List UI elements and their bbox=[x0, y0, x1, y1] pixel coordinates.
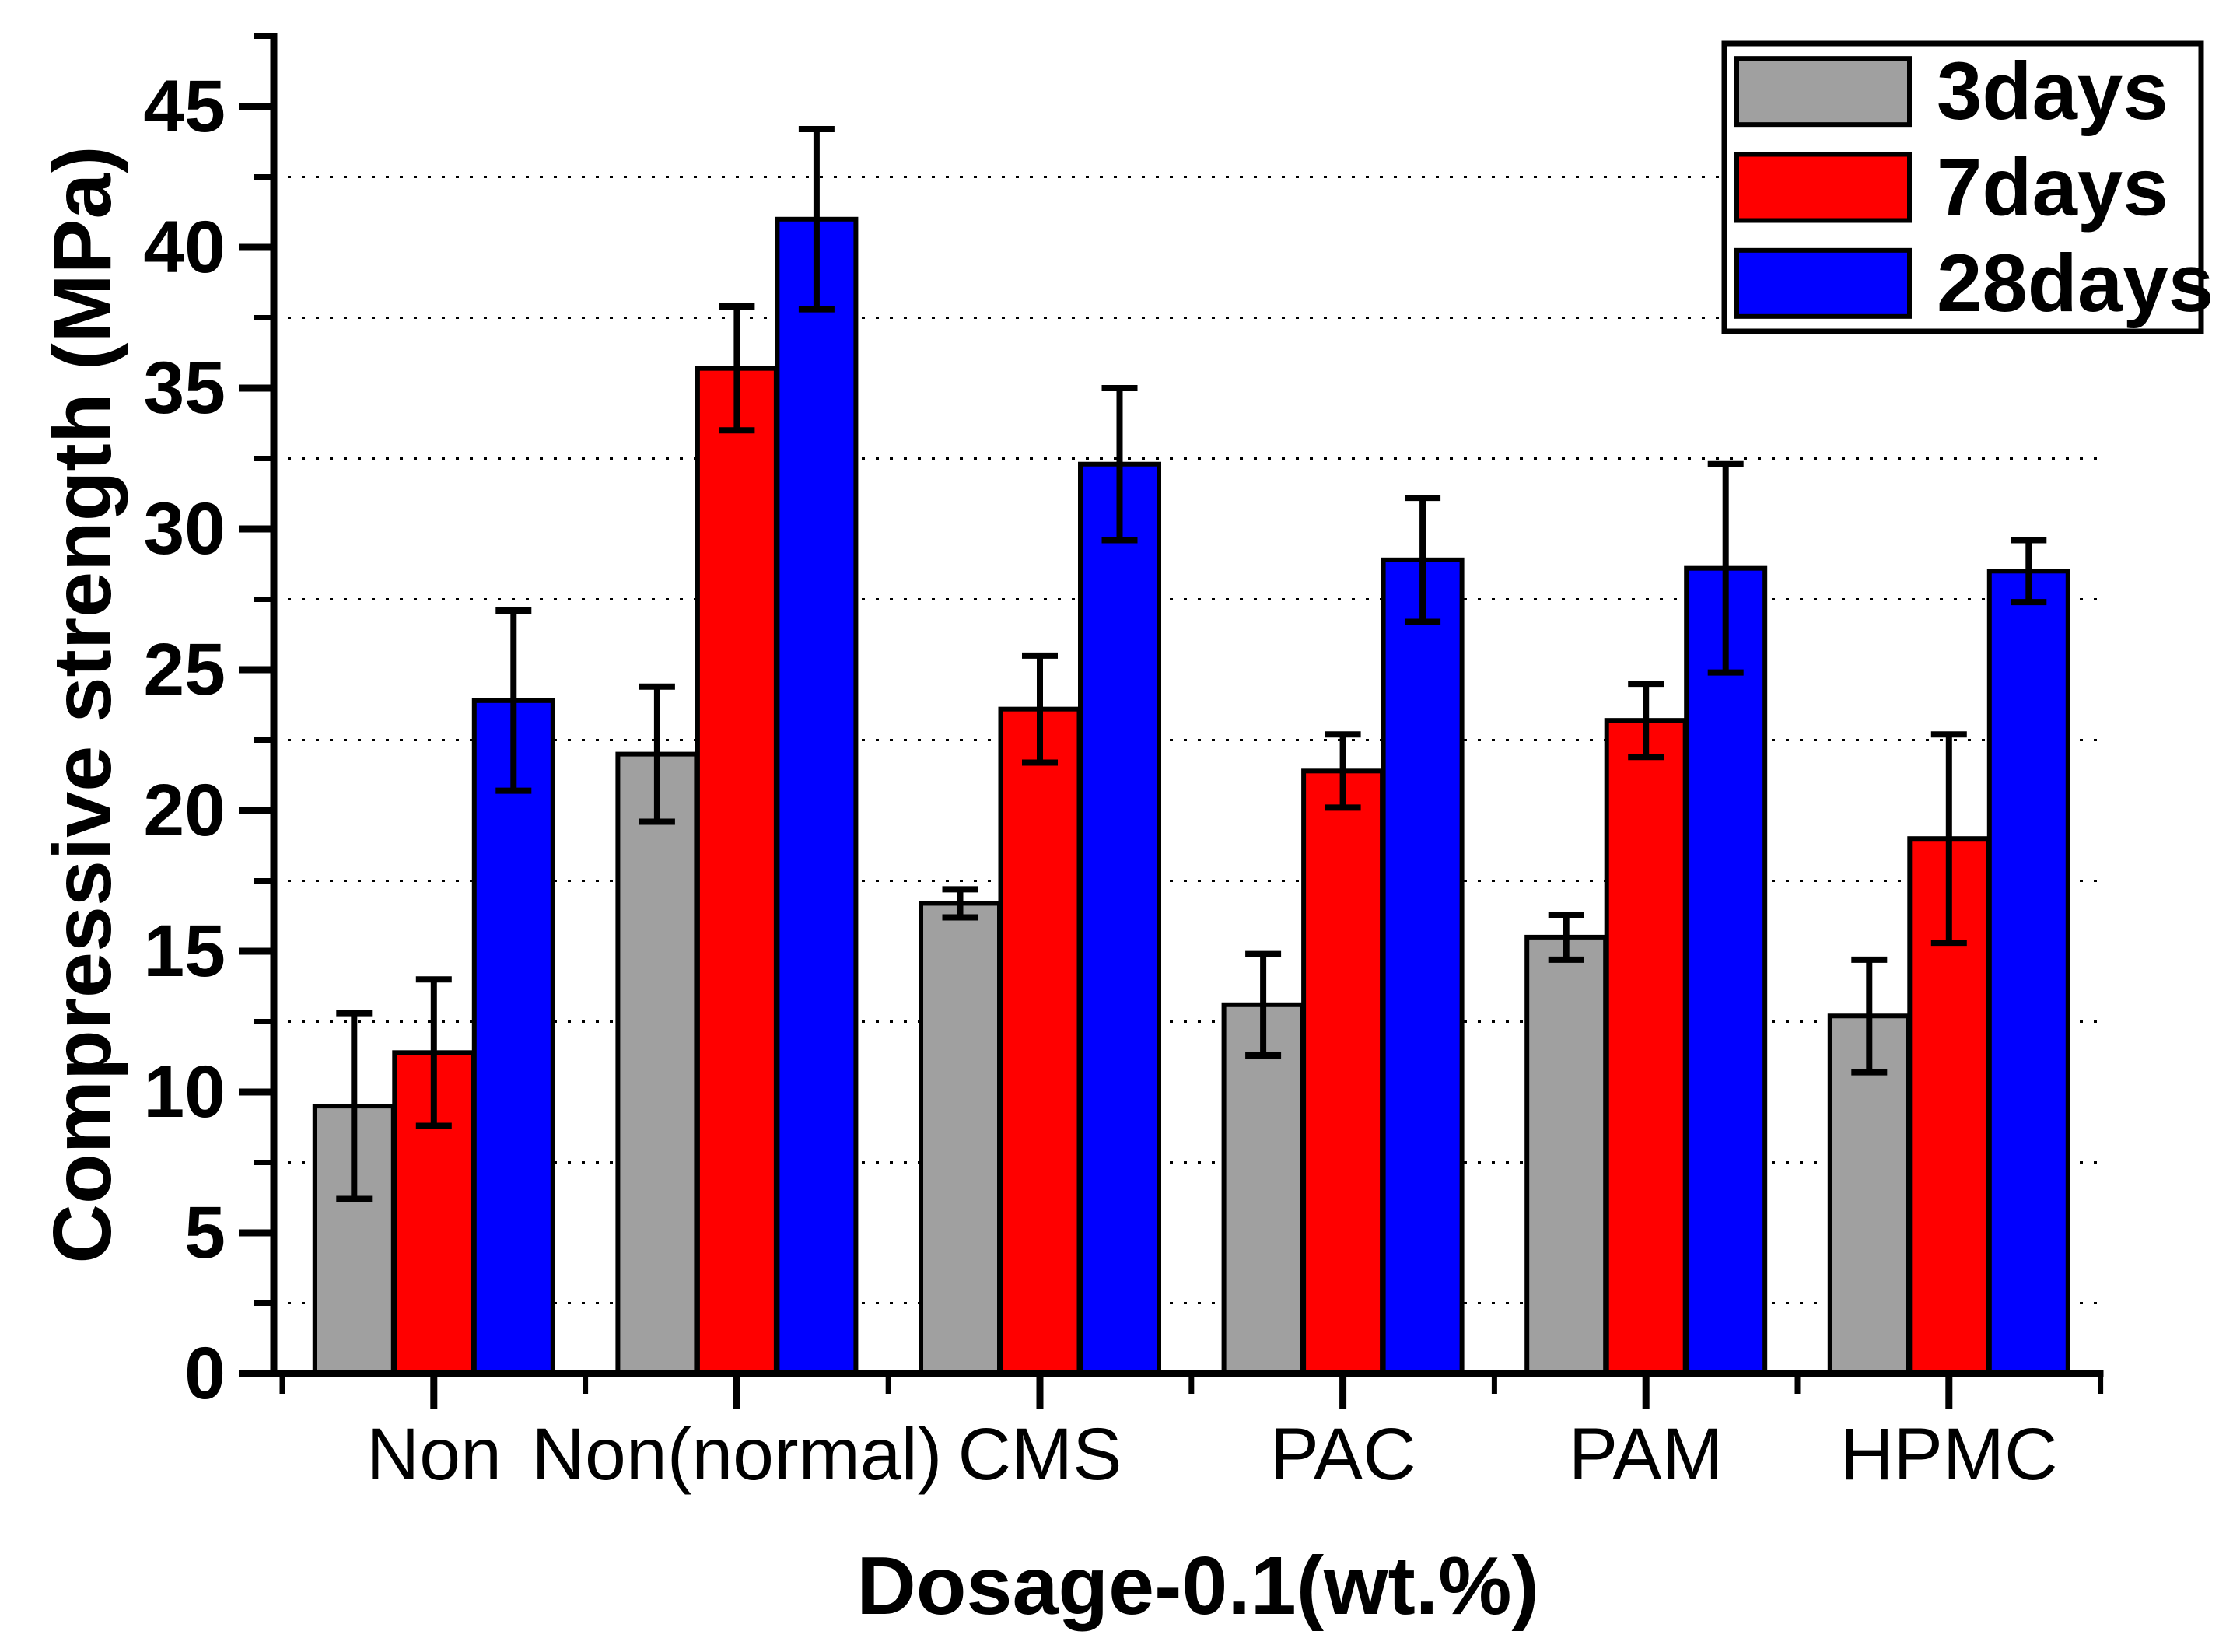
error-bar-HPMC-3days bbox=[1851, 956, 1888, 1076]
bar-CMS-28days bbox=[1078, 461, 1161, 1376]
bar-Non(normal)-3days bbox=[615, 751, 699, 1376]
x-category-label-HPMC: HPMC bbox=[1840, 1413, 2058, 1496]
bar-CMS-3days bbox=[919, 901, 1002, 1376]
legend-label-7days: 7days bbox=[1937, 142, 2168, 233]
x-category-label-PAM: PAM bbox=[1569, 1413, 1724, 1496]
error-bar-PAM-3days bbox=[1548, 911, 1584, 963]
bar-group-PAM bbox=[1524, 565, 1768, 1376]
y-tick-label-5: 5 bbox=[184, 1192, 226, 1274]
x-axis-title: Dosage-0.1(wt.%) bbox=[856, 1540, 1539, 1632]
bar-CMS-7days bbox=[998, 706, 1082, 1376]
bar-Non(normal)-28days bbox=[775, 216, 859, 1376]
error-bar-PAC-3days bbox=[1245, 950, 1282, 1059]
y-tick-label-35: 35 bbox=[143, 347, 226, 429]
error-bar-Non(normal)-7days bbox=[719, 303, 755, 434]
x-category-label-CMS: CMS bbox=[957, 1413, 1122, 1496]
x-category-label-PAC: PAC bbox=[1269, 1413, 1416, 1496]
bar-PAM-7days bbox=[1604, 718, 1688, 1376]
error-bar-Non-7days bbox=[415, 976, 452, 1129]
legend-swatch-3days bbox=[1734, 56, 1912, 128]
legend-swatch-28days bbox=[1734, 247, 1912, 319]
error-bar-Non(normal)-28days bbox=[798, 125, 835, 313]
error-bar-CMS-7days bbox=[1022, 652, 1058, 766]
x-category-label-Non(normal): Non(normal) bbox=[531, 1413, 942, 1496]
bar-group-HPMC bbox=[1827, 569, 2070, 1376]
x-category-label-Non: Non bbox=[366, 1413, 502, 1496]
error-bar-Non(normal)-3days bbox=[639, 683, 675, 825]
y-tick-label-40: 40 bbox=[143, 206, 226, 289]
bar-HPMC-28days bbox=[1986, 569, 2070, 1376]
bar-PAM-28days bbox=[1684, 565, 1768, 1376]
error-bar-PAC-7days bbox=[1325, 731, 1361, 811]
error-bar-Non-3days bbox=[336, 1010, 373, 1202]
legend-label-3days: 3days bbox=[1937, 46, 2168, 137]
legend-label-28days: 28days bbox=[1937, 238, 2214, 329]
error-bar-PAM-28days bbox=[1707, 460, 1744, 676]
y-tick-label-10: 10 bbox=[143, 1051, 226, 1133]
y-tick-label-0: 0 bbox=[184, 1332, 226, 1415]
bar-Non(normal)-7days bbox=[695, 366, 779, 1376]
y-axis-title: Compressive strength (MPa) bbox=[37, 145, 128, 1263]
error-bar-Non-28days bbox=[495, 607, 532, 794]
bar-PAC-3days bbox=[1221, 1002, 1305, 1377]
y-tick-label-25: 25 bbox=[143, 628, 226, 711]
y-tick-label-30: 30 bbox=[143, 488, 226, 570]
bar-group-Non bbox=[312, 698, 555, 1376]
error-bar-CMS-28days bbox=[1101, 385, 1138, 544]
y-tick-label-45: 45 bbox=[143, 65, 226, 148]
error-bar-PAC-28days bbox=[1405, 495, 1441, 625]
bar-Non-28days bbox=[471, 698, 555, 1376]
error-bar-PAM-7days bbox=[1628, 681, 1664, 761]
y-tick-label-15: 15 bbox=[143, 910, 226, 992]
error-bar-HPMC-7days bbox=[1930, 731, 1967, 947]
bar-PAC-28days bbox=[1381, 557, 1465, 1377]
error-bar-CMS-3days bbox=[942, 886, 978, 921]
bar-PAM-3days bbox=[1524, 934, 1608, 1376]
bar-group-CMS bbox=[919, 461, 1161, 1376]
bar-group-PAC bbox=[1221, 557, 1465, 1377]
error-bar-HPMC-28days bbox=[2011, 537, 2047, 606]
bar-PAC-7days bbox=[1301, 768, 1385, 1376]
legend-swatch-7days bbox=[1734, 152, 1912, 223]
y-tick-label-20: 20 bbox=[143, 769, 226, 852]
